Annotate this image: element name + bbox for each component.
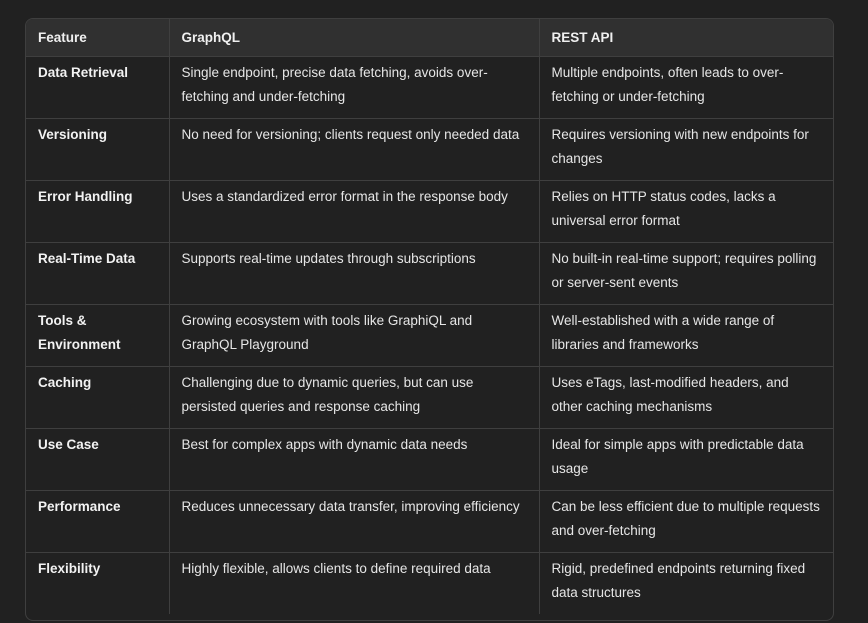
rest-cell: Uses eTags, last-modified headers, and o… bbox=[539, 366, 833, 429]
feature-cell: Data Retrieval bbox=[26, 56, 170, 119]
graphql-cell: No need for versioning; clients request … bbox=[169, 118, 540, 181]
graphql-cell: Best for complex apps with dynamic data … bbox=[169, 428, 540, 491]
graphql-cell: Highly flexible, allows clients to defin… bbox=[169, 552, 540, 614]
rest-cell: Rigid, predefined endpoints returning fi… bbox=[551, 560, 806, 600]
table-row: Flexibility Highly flexible, allows clie… bbox=[26, 552, 833, 614]
header-rest-api: REST API bbox=[539, 19, 833, 57]
table-row: Performance Reduces unnecessary data tra… bbox=[26, 490, 833, 553]
feature-cell: Performance bbox=[26, 490, 170, 553]
feature-cell: Error Handling bbox=[26, 180, 170, 243]
comparison-table: Feature GraphQL REST API Data Retrieval … bbox=[26, 19, 833, 614]
table-row: Error Handling Uses a standardized error… bbox=[26, 180, 833, 243]
table-row: Use Case Best for complex apps with dyna… bbox=[26, 428, 833, 491]
rest-cell: Multiple endpoints, often leads to over-… bbox=[539, 56, 833, 119]
graphql-cell: Uses a standardized error format in the … bbox=[169, 180, 540, 243]
feature-cell: Real-Time Data bbox=[26, 242, 170, 305]
header-feature: Feature bbox=[26, 19, 170, 57]
rest-cell: Ideal for simple apps with predictable d… bbox=[539, 428, 833, 491]
rest-cell: Requires versioning with new endpoints f… bbox=[539, 118, 833, 181]
table-header-row: Feature GraphQL REST API bbox=[26, 19, 833, 57]
graphql-cell: Reduces unnecessary data transfer, impro… bbox=[169, 490, 540, 553]
table-row: Real-Time Data Supports real-time update… bbox=[26, 242, 833, 305]
feature-cell: Caching bbox=[26, 366, 170, 429]
feature-cell: Versioning bbox=[26, 118, 170, 181]
feature-cell: Flexibility bbox=[26, 552, 170, 614]
rest-cell: Relies on HTTP status codes, lacks a uni… bbox=[539, 180, 833, 243]
table-row: Tools & Environment Growing ecosystem wi… bbox=[26, 304, 833, 367]
table-row: Data Retrieval Single endpoint, precise … bbox=[26, 56, 833, 119]
table-row: Caching Challenging due to dynamic queri… bbox=[26, 366, 833, 429]
rest-cell: Can be less efficient due to multiple re… bbox=[539, 490, 833, 553]
header-graphql: GraphQL bbox=[169, 19, 540, 57]
feature-cell: Use Case bbox=[26, 428, 170, 491]
rest-cell: No built-in real-time support; requires … bbox=[539, 242, 833, 305]
comparison-table-container: Feature GraphQL REST API Data Retrieval … bbox=[25, 18, 834, 621]
graphql-cell: Single endpoint, precise data fetching, … bbox=[169, 56, 540, 119]
table-row: Versioning No need for versioning; clien… bbox=[26, 118, 833, 181]
graphql-cell: Supports real-time updates through subsc… bbox=[169, 242, 540, 305]
graphql-cell: Growing ecosystem with tools like Graphi… bbox=[169, 304, 540, 367]
graphql-cell: Challenging due to dynamic queries, but … bbox=[169, 366, 540, 429]
rest-cell: Well-established with a wide range of li… bbox=[539, 304, 833, 367]
feature-cell: Tools & Environment bbox=[26, 304, 170, 367]
